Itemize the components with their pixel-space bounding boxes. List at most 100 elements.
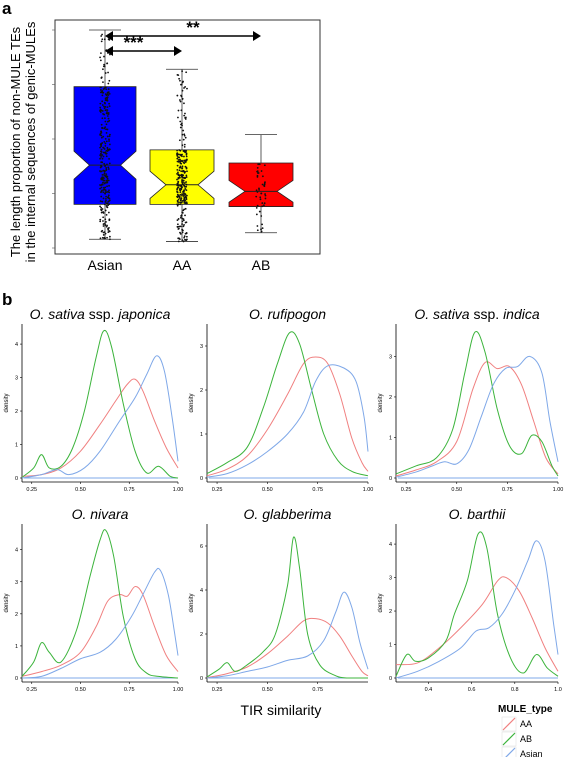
boxplot-point xyxy=(101,127,104,129)
boxplot-point xyxy=(260,230,263,233)
boxplot-point xyxy=(107,228,110,231)
boxplot-point xyxy=(105,152,108,155)
boxplot-point xyxy=(102,169,105,172)
density-line-asian xyxy=(21,355,179,479)
boxplot-point xyxy=(264,181,266,184)
boxplot-point xyxy=(104,218,107,221)
facet-ylabel: density xyxy=(189,593,195,612)
boxplot-point xyxy=(182,219,185,222)
significance-arrowhead-right xyxy=(253,31,261,41)
boxplot-point xyxy=(108,148,111,150)
facet-xtick-label: 0.25 xyxy=(212,687,223,693)
facet-ytick-label: 3 xyxy=(389,354,392,360)
boxplot-point xyxy=(181,98,184,100)
boxplot-point xyxy=(104,224,107,226)
boxplot-point xyxy=(103,107,106,110)
boxplot-point xyxy=(99,166,102,169)
boxplot-point xyxy=(256,166,259,169)
boxplot-point xyxy=(104,174,107,177)
facet-xtick-label: 0.75 xyxy=(124,687,135,693)
boxplot-point xyxy=(177,74,180,77)
boxplot-point xyxy=(106,106,109,109)
boxplot-point xyxy=(100,40,103,43)
facet-ytick-label: 2 xyxy=(15,409,18,415)
boxplot-point xyxy=(182,138,185,141)
boxplot-point xyxy=(260,192,263,195)
boxplot-point xyxy=(108,184,110,187)
boxplot-point xyxy=(176,225,179,228)
boxplot-point xyxy=(101,117,104,120)
boxplot-point xyxy=(101,94,104,97)
boxplot-ylabel-line1: The length proportion of non-MULE TEs xyxy=(8,26,23,257)
boxplot-point xyxy=(100,209,103,212)
boxplot-point xyxy=(107,117,110,120)
boxplot-point xyxy=(100,145,102,148)
facet-ytick-label: 1 xyxy=(389,643,392,649)
boxplot-point xyxy=(261,183,264,186)
density-line-ab xyxy=(21,329,179,479)
boxplot-point xyxy=(101,104,104,106)
boxplot-point xyxy=(99,102,102,105)
boxplot-point xyxy=(178,99,181,101)
boxplot-point xyxy=(102,186,105,189)
boxplot-point xyxy=(261,223,264,226)
boxplot-point xyxy=(179,100,182,103)
boxplot-point xyxy=(186,87,188,90)
boxplot-point xyxy=(106,96,109,99)
boxplot-point xyxy=(106,98,109,100)
boxplot-point xyxy=(183,155,185,158)
boxplot-point xyxy=(108,189,110,192)
density-xlabel: TIR similarity xyxy=(241,702,322,718)
boxplot-point xyxy=(178,153,181,156)
boxplot-point xyxy=(185,183,188,186)
boxplot-point xyxy=(181,229,184,232)
significance-label: ** xyxy=(186,18,200,37)
boxplot-point xyxy=(180,198,182,201)
boxplot-point xyxy=(178,149,181,151)
boxplot-point xyxy=(105,123,108,126)
boxplot-point xyxy=(185,71,188,74)
boxplot-point xyxy=(184,188,187,190)
boxplot-point xyxy=(108,38,111,41)
boxplot-point xyxy=(104,142,107,145)
boxplot-point xyxy=(104,126,107,129)
boxplot-point xyxy=(183,102,185,105)
facet-xtick-label: 1.00 xyxy=(173,487,184,493)
boxplot-point xyxy=(180,214,183,217)
boxplot-point xyxy=(181,81,184,84)
boxplot-point xyxy=(108,191,111,194)
facet-ytick-label: 0 xyxy=(389,476,392,482)
boxplot-point xyxy=(183,133,186,136)
boxplot-point xyxy=(181,220,184,223)
boxplot-point xyxy=(183,236,186,239)
boxplot-point xyxy=(177,177,180,180)
boxplot-point xyxy=(181,159,183,162)
boxplot-point xyxy=(181,223,183,225)
boxplot-point xyxy=(179,225,182,228)
boxplot-point xyxy=(264,197,267,200)
facet-ytick-label: 3 xyxy=(389,576,392,582)
density-line-ab xyxy=(395,531,559,677)
boxplot-point xyxy=(186,170,188,173)
boxplot-frame xyxy=(54,19,321,255)
boxplot-point xyxy=(101,38,104,41)
boxplot-point xyxy=(100,170,103,173)
facet-title-subspecies: indica xyxy=(503,306,540,322)
facet-xtick-label: 1.00 xyxy=(363,487,374,493)
legend: MULE_type AA AB Asian xyxy=(498,704,553,757)
boxplot-point xyxy=(181,175,184,178)
boxplot-point xyxy=(180,170,183,173)
boxplot-category-label: AA xyxy=(173,257,192,273)
density-line-aa xyxy=(206,356,369,477)
boxplot-point xyxy=(176,155,179,157)
boxplot-point xyxy=(185,189,188,192)
boxplot-point xyxy=(103,140,106,143)
boxplot-point xyxy=(181,217,184,220)
boxplot-point xyxy=(104,164,107,167)
boxplot-point xyxy=(255,206,258,209)
boxplot-point xyxy=(255,213,258,216)
boxplot-point xyxy=(100,136,103,139)
boxplot-point xyxy=(99,154,102,157)
boxplot-point xyxy=(179,203,182,206)
boxplot-point xyxy=(99,106,102,109)
